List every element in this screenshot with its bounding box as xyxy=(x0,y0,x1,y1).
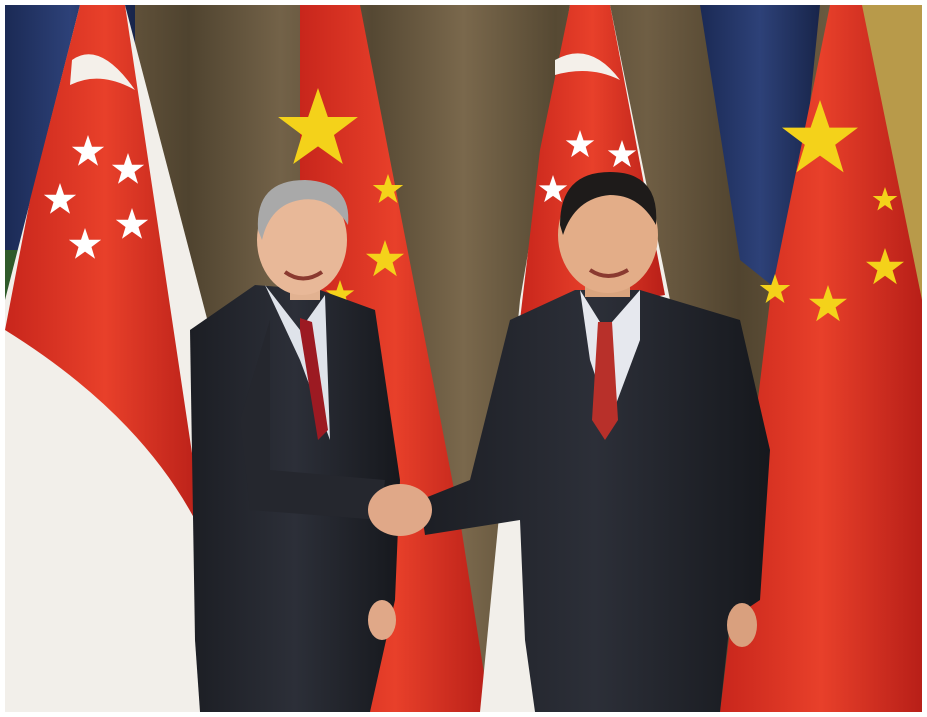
hand xyxy=(368,600,396,640)
china-flag xyxy=(720,5,922,712)
hand xyxy=(727,603,757,647)
right-person xyxy=(420,172,770,712)
singapore-flag xyxy=(5,5,210,712)
handshake xyxy=(368,484,432,536)
